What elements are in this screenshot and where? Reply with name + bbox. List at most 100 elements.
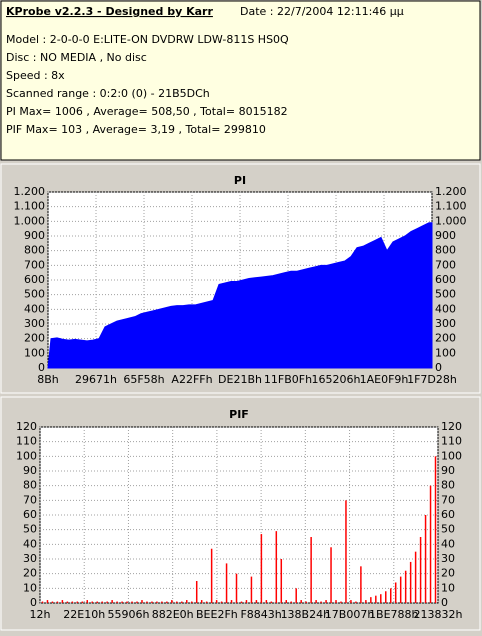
y-tick-label: 60 [23,508,37,521]
y-tick-label: 10 [23,581,37,594]
y-tick-label: 100 [16,449,37,462]
x-tick-label: F8843h [240,608,281,621]
x-tick-label: A22FFh [171,373,212,386]
pif-bar [345,500,347,603]
info-line: Speed : 8x [6,69,65,82]
info-line: PI Max= 1006 , Average= 508,50 , Total= … [6,105,288,118]
y-tick-label: 800 [24,244,45,257]
x-tick-label: 11FB0Fh [264,373,312,386]
pif-bar [220,601,223,603]
pif-bar [225,563,228,603]
y-tick-label: 50 [23,523,37,536]
y-tick-label: 600 [24,273,45,286]
x-tick-label: 882E0h [152,608,194,621]
y-tick-label: 40 [23,537,37,550]
pif-bar [414,551,417,603]
y2-tick-label: 20 [441,567,455,580]
pif-bar [399,576,402,603]
pif-bar [310,537,312,603]
pif-bar [270,601,273,603]
pif-bar [181,601,183,603]
pif-bar [136,601,138,603]
y2-tick-label: 0 [441,596,448,609]
x-tick-label: BEE2Fh [196,608,238,621]
y2-tick-label: 600 [435,273,456,286]
y-tick-label: 100 [24,346,45,359]
pif-bar [46,600,49,603]
pif-bar [96,601,98,603]
y-tick-label: 30 [23,552,37,565]
pif-bar [146,601,148,603]
y-tick-label: 1.200 [14,185,46,198]
y2-tick-label: 10 [441,581,455,594]
y2-tick-label: 900 [435,229,456,242]
date: Date : 22/7/2004 12:11:46 μμ [240,5,404,18]
pif-bar [161,601,163,603]
pif-bar [106,601,108,603]
pif-bar [295,588,297,603]
pif-bar [171,600,173,603]
pif-bar [350,600,352,603]
y2-tick-label: 60 [441,508,455,521]
pif-bar [250,576,253,603]
y-tick-label: 700 [24,258,45,271]
chart-title: PI [234,174,246,187]
y-tick-label: 400 [24,302,45,315]
pif-bar [325,600,327,603]
pif-bar [285,600,288,603]
pif-bar [275,531,278,603]
y-tick-label: 70 [23,493,37,506]
y2-tick-label: 1.200 [435,185,467,198]
info-line: Model : 2-0-0-0 E:LITE-ON DVDRW LDW-811S… [6,33,289,46]
y-tick-label: 300 [24,317,45,330]
info-line: Scanned range : 0:2:0 (0) - 21B5DCh [6,87,210,100]
pif-bar [409,561,412,603]
pif-bar [81,601,84,603]
pif-bar [260,534,263,603]
pif-bar [335,600,337,603]
y-tick-label: 110 [16,435,37,448]
pif-bar [166,601,168,603]
pif-bar [315,600,317,603]
y2-tick-label: 90 [441,464,455,477]
pif-bar [230,600,233,603]
y2-tick-label: 100 [435,346,456,359]
x-tick-label: 165206h [312,373,361,386]
pif-bar [330,547,332,603]
pif-bar [404,570,407,603]
y2-tick-label: 80 [441,479,455,492]
pif-bar [131,601,133,603]
y2-tick-label: 110 [441,435,462,448]
pif-bar [255,600,258,603]
x-tick-label: 22E10h [63,608,105,621]
info-line: Disc : NO MEDIA , No disc [6,51,147,64]
y-tick-label: 80 [23,479,37,492]
pif-bar [424,515,427,603]
info-box [0,0,481,161]
pif-bar [126,601,128,603]
y2-tick-label: 500 [435,288,456,301]
chart-title: PIF [229,408,249,421]
pi-area [47,222,433,369]
pif-bar [195,581,198,603]
x-tick-label: DE21Bh [218,373,262,386]
info-line: PIF Max= 103 , Average= 3,19 , Total= 29… [6,123,266,136]
pif-bar [71,601,74,603]
y2-tick-label: 120 [441,420,462,433]
pif-bar [86,600,89,603]
pif-bar [151,601,153,603]
pif-bar [190,601,193,603]
pif-bar [186,600,188,603]
pif-bar [101,601,103,603]
x-tick-label: 29671h [75,373,117,386]
pif-bar [205,601,208,603]
pif-bar [265,600,268,603]
y-tick-label: 120 [16,420,37,433]
pif-bar [245,600,248,603]
pif-bar [394,582,397,603]
x-tick-label: 17B007h [325,608,375,621]
pif-bar [320,601,322,603]
pif-bar [385,591,387,603]
pif-bar [305,601,307,603]
x-tick-label: 1BE788h [369,608,418,621]
